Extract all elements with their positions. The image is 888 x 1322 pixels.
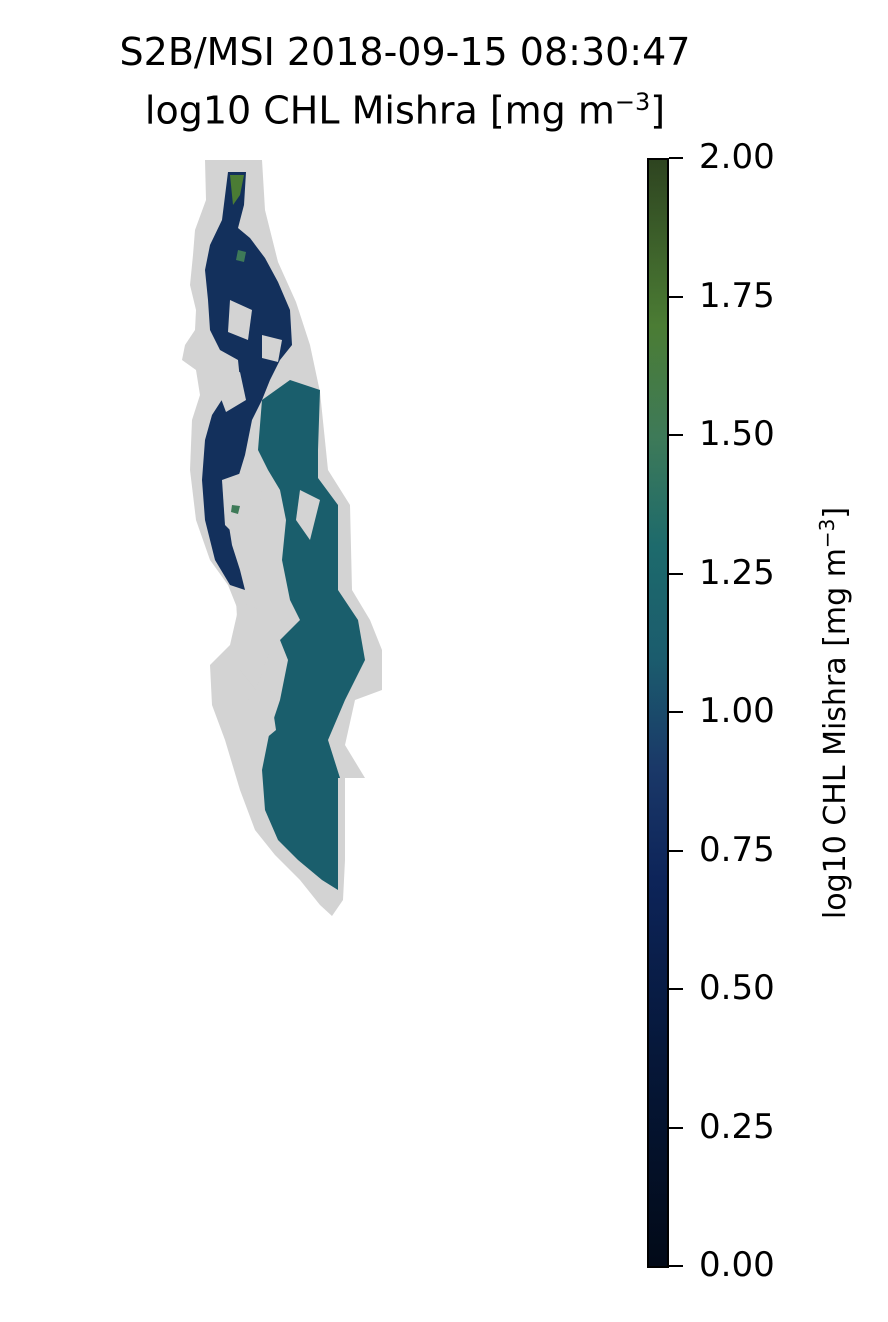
colorbar-tick-label: 1.75: [699, 275, 775, 316]
colorbar-tick-label: 2.00: [699, 137, 775, 177]
colorbar: [647, 158, 669, 1268]
map-title: S2B/MSI 2018-09-15 08:30:47: [119, 30, 691, 74]
teal-water: [258, 380, 365, 890]
colorbar-tick: [669, 572, 683, 575]
colorbar-tick: [669, 1126, 683, 1129]
colorbar-tick: [669, 295, 683, 298]
colorbar-tick-label: 0.50: [699, 968, 775, 1008]
colorbar-tick-label: 1.50: [699, 414, 775, 454]
colorbar-tick: [669, 849, 683, 852]
map-subtitle: log10 CHL Mishra [mg m−3]: [144, 88, 666, 133]
colorbar-tick-label: 1.25: [699, 552, 775, 593]
colorbar-tick: [669, 988, 683, 990]
colorbar-tick-label: 1.00: [699, 691, 775, 731]
colorbar-tick: [669, 1265, 683, 1267]
colorbar-tick: [669, 157, 683, 159]
colorbar-tick: [669, 711, 683, 713]
colorbar-tick-label: 0.25: [699, 1106, 775, 1147]
colorbar-tick-label: 0.00: [699, 1245, 775, 1285]
colorbar-tick: [669, 434, 683, 436]
colorbar-label: log10 CHL Mishra [mg m−3]: [815, 506, 853, 920]
colorbar-tick-label: 0.75: [699, 829, 775, 870]
